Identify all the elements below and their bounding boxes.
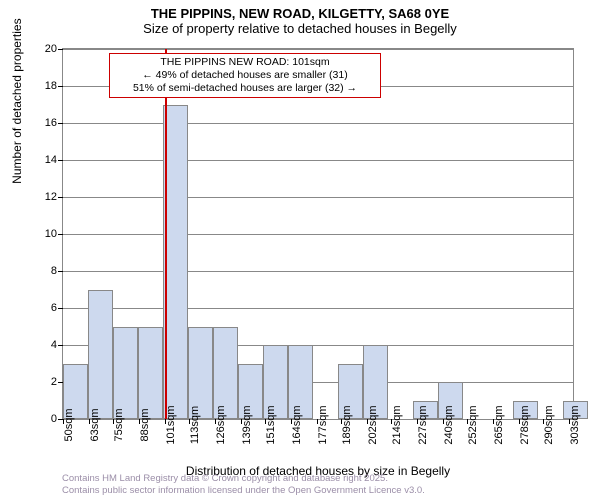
x-tick-label: 113sqm xyxy=(189,406,201,444)
grid-line xyxy=(63,234,573,235)
histogram-bar xyxy=(138,327,163,420)
y-tick-mark xyxy=(58,123,63,124)
y-tick-mark xyxy=(58,197,63,198)
marker-annotation: THE PIPPINS NEW ROAD: 101sqm ← 49% of de… xyxy=(109,53,381,98)
y-tick-mark xyxy=(58,49,63,50)
x-tick-label: 290sqm xyxy=(543,405,555,444)
y-tick-mark xyxy=(58,345,63,346)
x-tick-label: 151sqm xyxy=(265,405,277,444)
plot-area: THE PIPPINS NEW ROAD: 101sqm ← 49% of de… xyxy=(62,48,574,420)
x-tick-label: 50sqm xyxy=(63,408,75,441)
footer-line: Contains public sector information licen… xyxy=(62,485,425,496)
y-tick-mark xyxy=(58,86,63,87)
annotation-line: 51% of semi-detached houses are larger (… xyxy=(116,82,374,95)
y-tick-label: 12 xyxy=(45,191,57,203)
x-tick-label: 177sqm xyxy=(317,405,329,444)
x-tick-label: 88sqm xyxy=(139,408,151,441)
y-tick-mark xyxy=(58,271,63,272)
grid-line xyxy=(63,123,573,124)
x-tick-label: 101sqm xyxy=(165,405,177,444)
x-tick-label: 240sqm xyxy=(443,405,455,444)
y-tick-label: 20 xyxy=(45,43,57,55)
histogram-bar xyxy=(113,327,138,420)
x-tick-label: 63sqm xyxy=(89,408,101,441)
y-tick-mark xyxy=(58,308,63,309)
y-tick-label: 6 xyxy=(51,302,57,314)
x-tick-label: 126sqm xyxy=(215,405,227,444)
x-tick-label: 265sqm xyxy=(493,405,505,444)
x-tick-label: 227sqm xyxy=(417,405,429,444)
y-tick-label: 10 xyxy=(45,228,57,240)
y-axis-label: Number of detached properties xyxy=(10,18,24,183)
x-tick-label: 303sqm xyxy=(569,405,581,444)
y-tick-label: 8 xyxy=(51,265,57,277)
x-tick-label: 214sqm xyxy=(391,405,403,444)
histogram-bar xyxy=(88,290,113,420)
property-marker-line xyxy=(165,49,167,419)
y-tick-label: 2 xyxy=(51,376,57,388)
footer-attribution: Contains HM Land Registry data © Crown c… xyxy=(62,473,425,496)
property-size-chart: THE PIPPINS, NEW ROAD, KILGETTY, SA68 0Y… xyxy=(0,0,600,500)
x-tick-label: 252sqm xyxy=(467,405,479,444)
x-tick-label: 278sqm xyxy=(519,405,531,444)
chart-title-sub: Size of property relative to detached ho… xyxy=(0,21,600,36)
y-tick-label: 18 xyxy=(45,80,57,92)
grid-line xyxy=(63,197,573,198)
x-tick-label: 202sqm xyxy=(367,405,379,444)
y-tick-mark xyxy=(58,160,63,161)
grid-line xyxy=(63,49,573,50)
footer-line: Contains HM Land Registry data © Crown c… xyxy=(62,473,425,484)
x-tick-label: 164sqm xyxy=(291,405,303,444)
chart-title-main: THE PIPPINS, NEW ROAD, KILGETTY, SA68 0Y… xyxy=(0,0,600,21)
y-tick-label: 16 xyxy=(45,117,57,129)
grid-line xyxy=(63,271,573,272)
grid-line xyxy=(63,160,573,161)
annotation-line: ← 49% of detached houses are smaller (31… xyxy=(116,69,374,82)
x-tick-label: 189sqm xyxy=(341,405,353,444)
y-tick-label: 4 xyxy=(51,339,57,351)
x-tick-label: 139sqm xyxy=(241,405,253,444)
annotation-line: THE PIPPINS NEW ROAD: 101sqm xyxy=(116,56,374,69)
x-tick-label: 75sqm xyxy=(113,408,125,441)
y-tick-label: 0 xyxy=(51,413,57,425)
grid-line xyxy=(63,308,573,309)
y-tick-label: 14 xyxy=(45,154,57,166)
y-tick-mark xyxy=(58,234,63,235)
